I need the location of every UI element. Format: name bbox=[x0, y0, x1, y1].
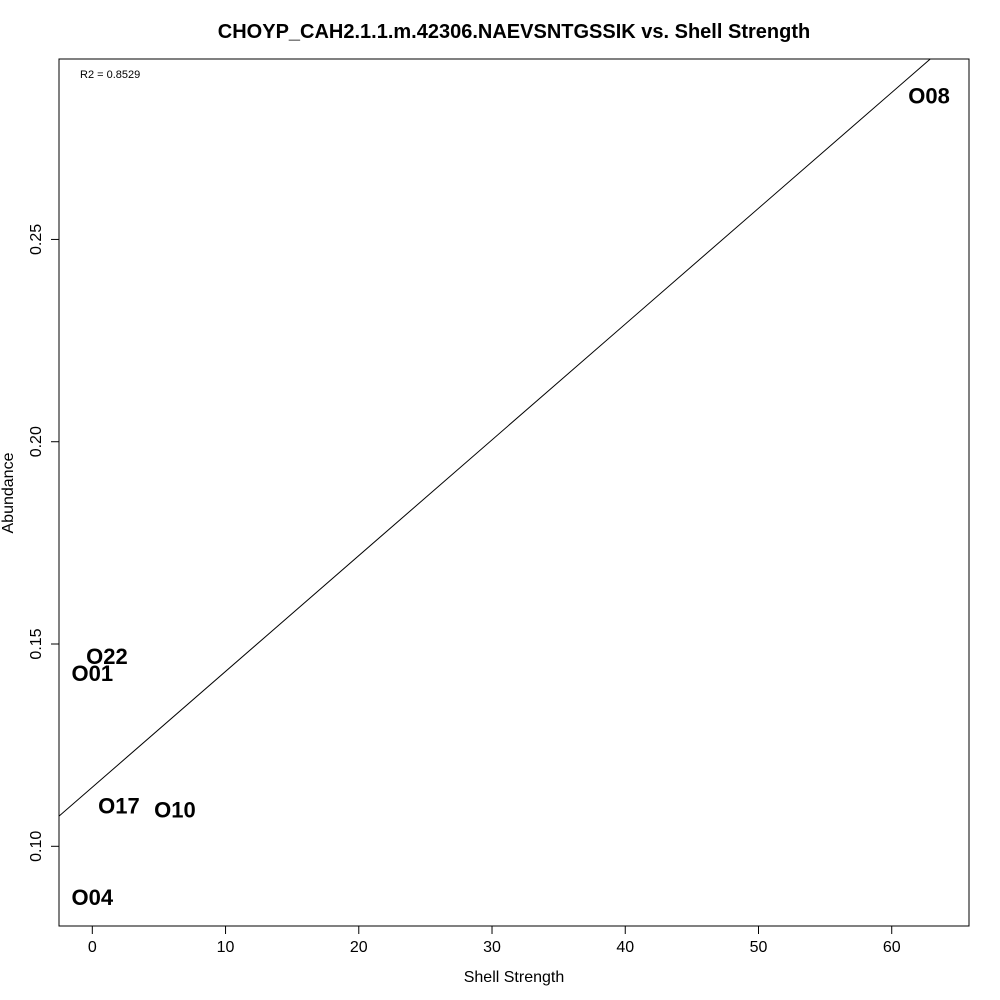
x-axis-label: Shell Strength bbox=[464, 969, 565, 986]
x-tick-label: 0 bbox=[88, 939, 97, 956]
regression-line bbox=[59, 59, 932, 817]
point-label-o01: O01 bbox=[72, 661, 114, 686]
y-axis-label: Abundance bbox=[0, 452, 17, 533]
chart-title: CHOYP_CAH2.1.1.m.42306.NAEVSNTGSSIK vs. … bbox=[218, 21, 810, 43]
y-tick-label: 0.15 bbox=[28, 628, 45, 659]
point-label-o08: O08 bbox=[908, 84, 950, 109]
x-tick-label: 50 bbox=[750, 939, 768, 956]
x-tick-label: 30 bbox=[483, 939, 501, 956]
point-label-o04: O04 bbox=[72, 885, 114, 910]
point-label-o10: O10 bbox=[154, 797, 196, 822]
x-tick-label: 40 bbox=[616, 939, 634, 956]
x-tick-label: 20 bbox=[350, 939, 368, 956]
y-tick-label: 0.25 bbox=[28, 224, 45, 255]
point-label-o22: O22 bbox=[86, 644, 128, 669]
y-tick-label: 0.10 bbox=[28, 831, 45, 862]
point-label-o17: O17 bbox=[98, 793, 140, 818]
x-tick-label: 10 bbox=[217, 939, 235, 956]
x-tick-label: 60 bbox=[883, 939, 901, 956]
y-tick-label: 0.20 bbox=[28, 426, 45, 457]
r2-annotation: R2 = 0.8529 bbox=[80, 69, 140, 81]
plot-frame bbox=[58, 58, 970, 927]
